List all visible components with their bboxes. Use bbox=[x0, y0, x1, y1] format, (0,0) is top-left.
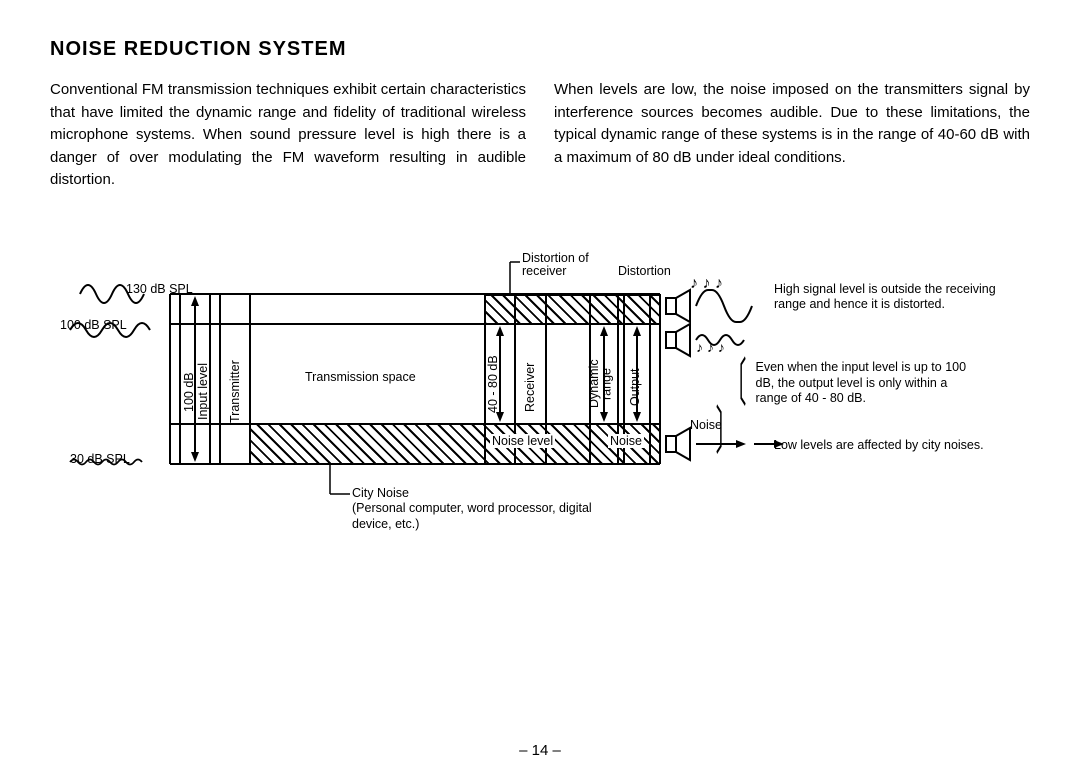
label-distortion: Distortion bbox=[618, 264, 671, 278]
page-title: NOISE REDUCTION SYSTEM bbox=[50, 38, 1030, 61]
hatch-noise-band bbox=[250, 424, 660, 464]
city-noise-title: City Noise bbox=[352, 486, 409, 500]
note-low-levels: Low levels are affected by city noises. bbox=[774, 438, 994, 454]
label-40-80db: 40 - 80 dB bbox=[486, 344, 500, 424]
label-130db: 130 dB SPL bbox=[126, 282, 196, 296]
hatch-distortion-band bbox=[485, 294, 660, 324]
label-receiver: Receiver bbox=[523, 352, 537, 422]
noise-reduction-diagram: ♪ ♪ ♪ ♪ ♪ ♪ 130 dB SPL 100 dB SPL 30 dB … bbox=[50, 252, 1030, 562]
bracket-right-icon: 〕 bbox=[716, 408, 737, 456]
label-distortion-of-receiver: Distortion of receiver bbox=[522, 252, 602, 280]
label-30db: 30 dB SPL bbox=[70, 452, 160, 466]
intro-left-col: Conventional FM transmission techniques … bbox=[50, 79, 526, 192]
note-mid-text: Even when the input level is up to 100 d… bbox=[756, 360, 976, 407]
svg-text:♪ ♪ ♪: ♪ ♪ ♪ bbox=[696, 339, 725, 355]
label-transmission-space: Transmission space bbox=[305, 370, 416, 384]
note-high-signal: High signal level is outside the receivi… bbox=[774, 282, 1004, 313]
label-noise-level: Noise level bbox=[490, 434, 555, 448]
label-100db: 100 dB SPL bbox=[60, 318, 150, 332]
intro-text: Conventional FM transmission techniques … bbox=[50, 79, 1030, 192]
svg-text:♪ ♪ ♪: ♪ ♪ ♪ bbox=[690, 275, 723, 292]
label-dynamic-range: Dynamicrange bbox=[588, 344, 613, 424]
label-output: Output bbox=[628, 352, 642, 422]
label-transmitter: Transmitter bbox=[228, 352, 242, 432]
label-noise-small: Noise bbox=[608, 434, 644, 448]
city-noise-sub: (Personal computer, word processor, digi… bbox=[352, 501, 592, 531]
label-city-noise: City Noise (Personal computer, word proc… bbox=[352, 486, 612, 533]
page-number: – 14 – bbox=[0, 742, 1080, 759]
intro-right-col: When levels are low, the noise imposed o… bbox=[554, 79, 1030, 192]
bracket-left-icon: 〔 bbox=[726, 360, 747, 408]
label-input-level: 100 dBInput level bbox=[182, 342, 210, 442]
